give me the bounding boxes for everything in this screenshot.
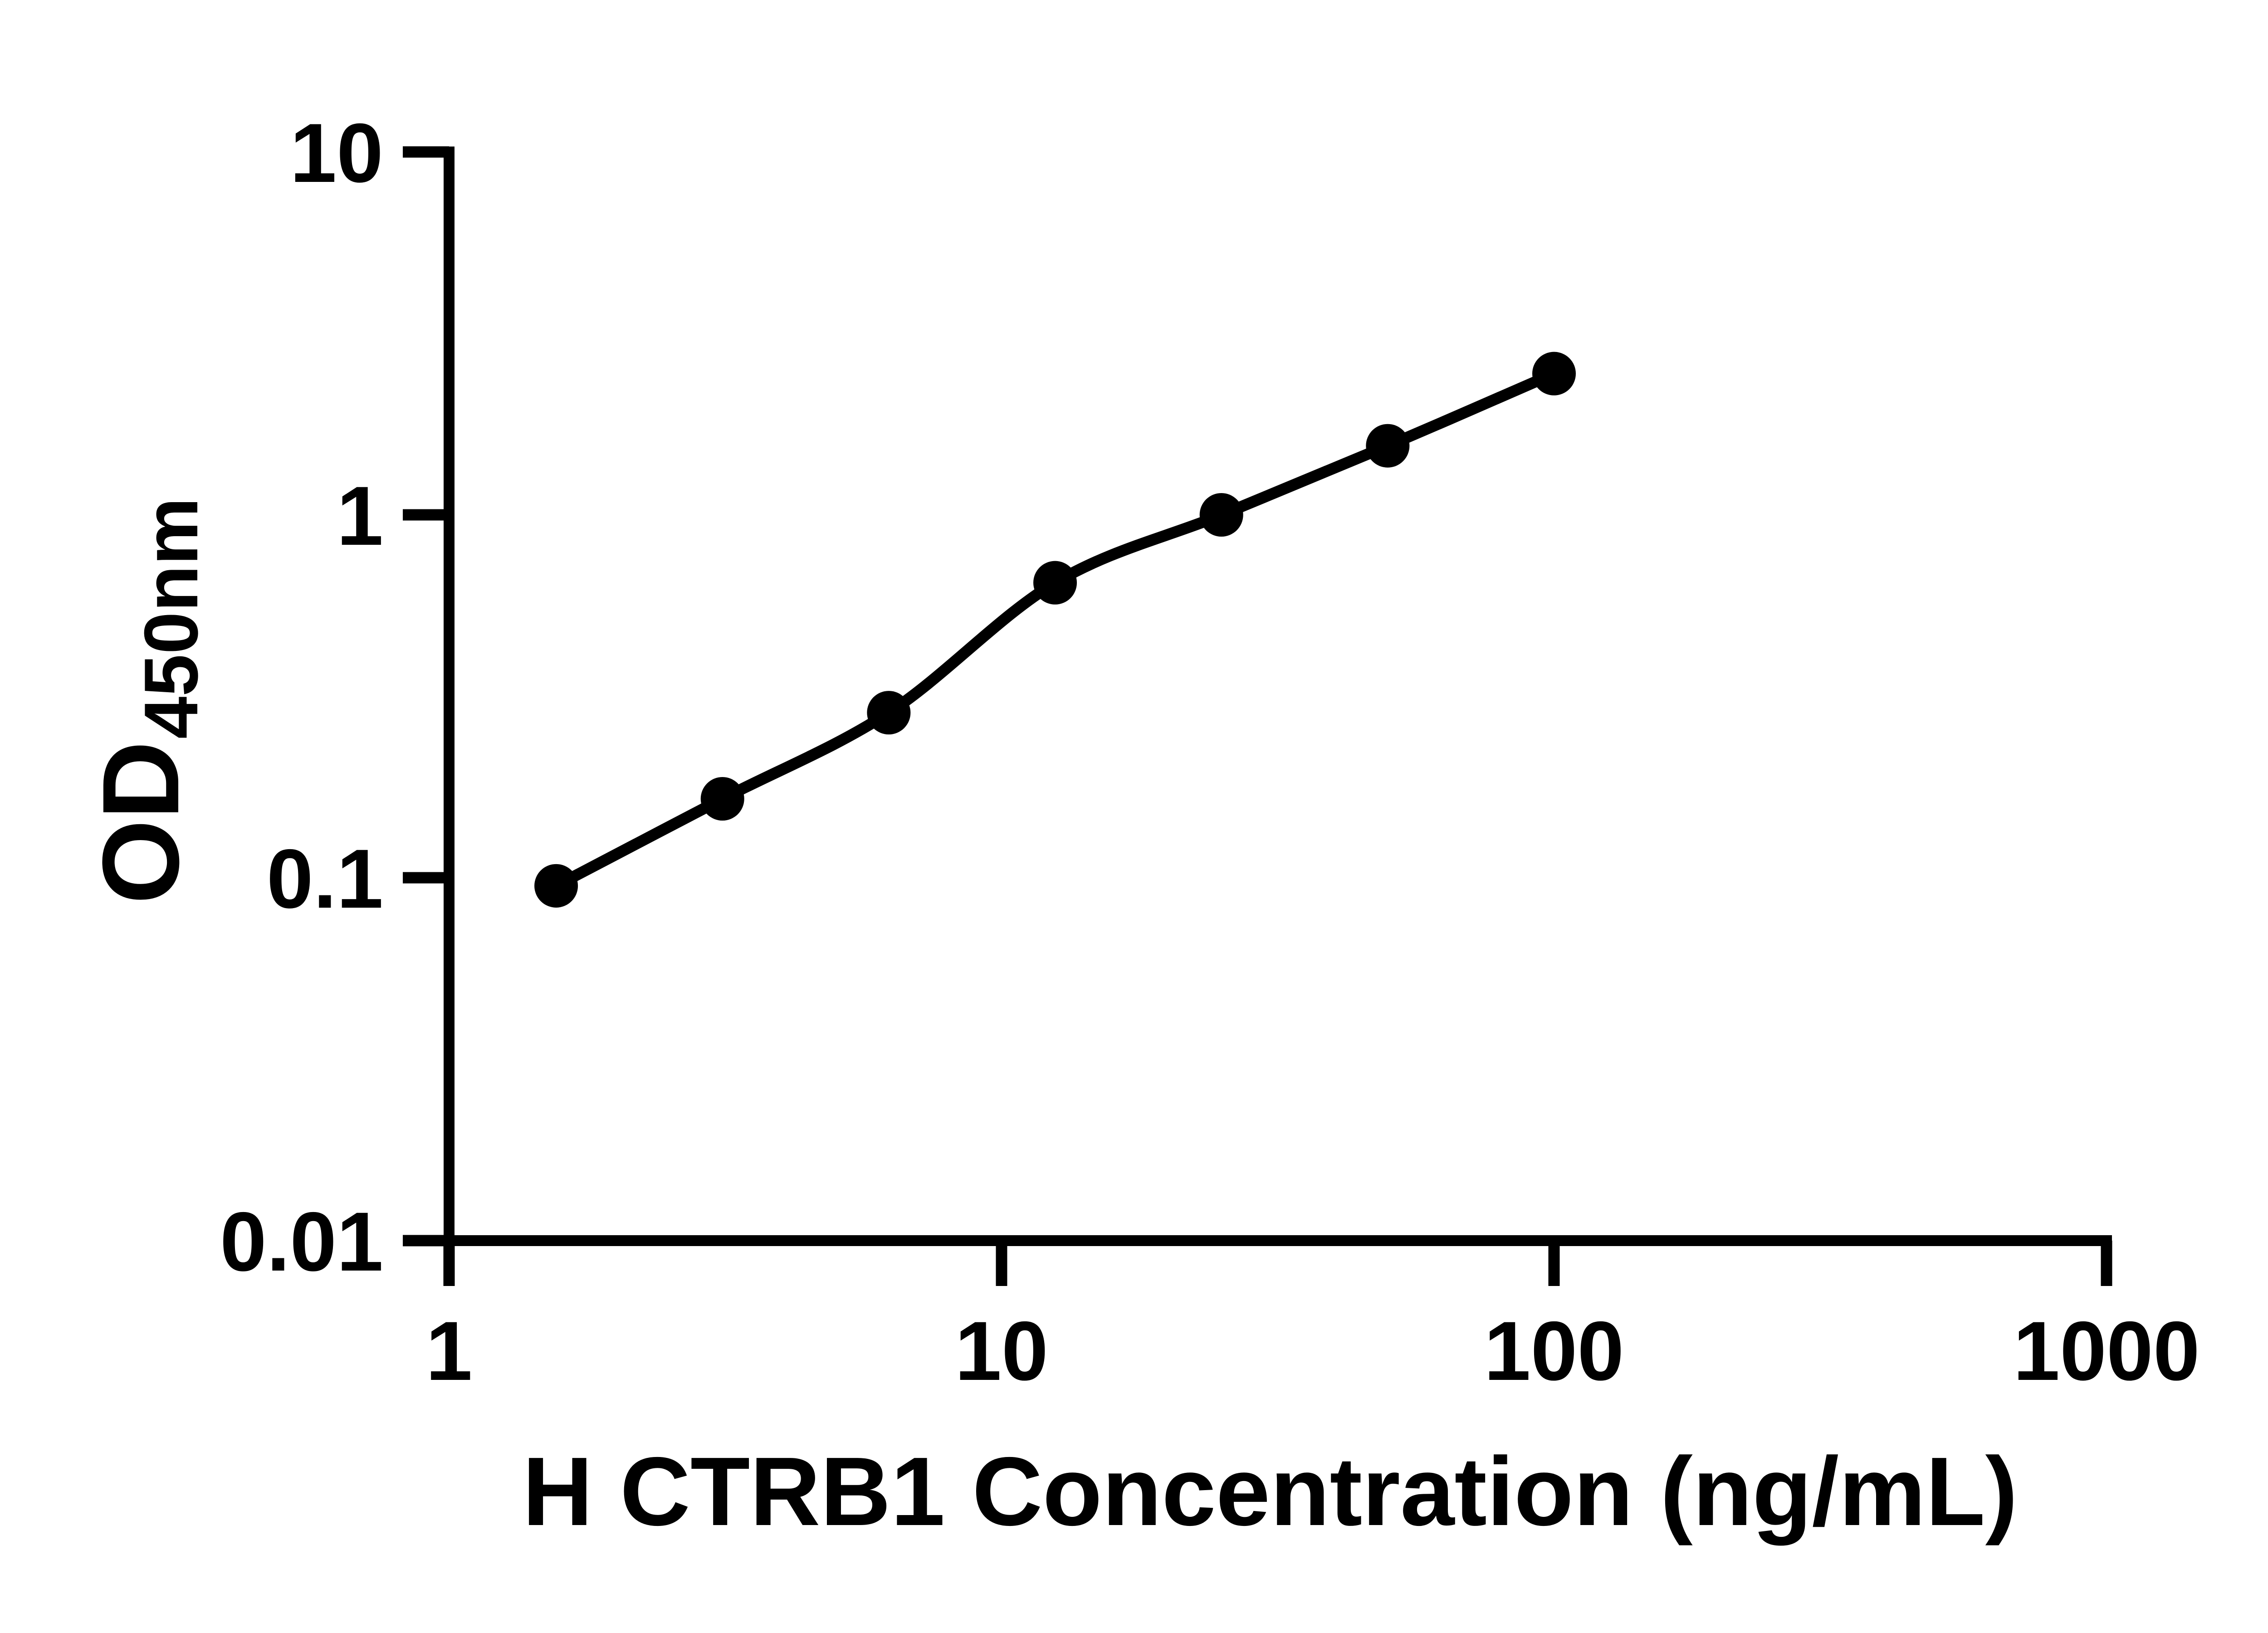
x-axis-ticks: 1 10 100 1000 [426, 1241, 2200, 1398]
data-point [1033, 561, 1077, 605]
data-point [1366, 424, 1410, 468]
y-axis-title-main: OD [80, 741, 201, 904]
plot-series [534, 352, 1576, 908]
y-tick-label: 0.1 [267, 832, 383, 926]
y-axis-title: OD 450nm [80, 498, 214, 905]
data-point [534, 864, 578, 908]
x-tick-label: 100 [1484, 1305, 1624, 1398]
x-tick-label: 1 [426, 1305, 473, 1398]
data-point [1532, 352, 1576, 396]
data-point [867, 691, 911, 735]
y-axis-ticks: 10 1 0.1 0.01 [220, 107, 449, 1289]
y-tick-label: 0.01 [220, 1195, 383, 1289]
x-tick-label: 1000 [2013, 1305, 2200, 1398]
axes [444, 147, 2112, 1246]
y-axis-title-subscript: 450nm [128, 498, 214, 739]
data-point [1199, 493, 1243, 537]
y-tick-label: 10 [290, 107, 383, 200]
y-tick-label: 1 [337, 469, 383, 563]
x-tick-label: 10 [955, 1305, 1048, 1398]
data-point [700, 777, 744, 821]
x-axis-title: H CTRB1 Concentration (ng/mL) [523, 1437, 2018, 1546]
